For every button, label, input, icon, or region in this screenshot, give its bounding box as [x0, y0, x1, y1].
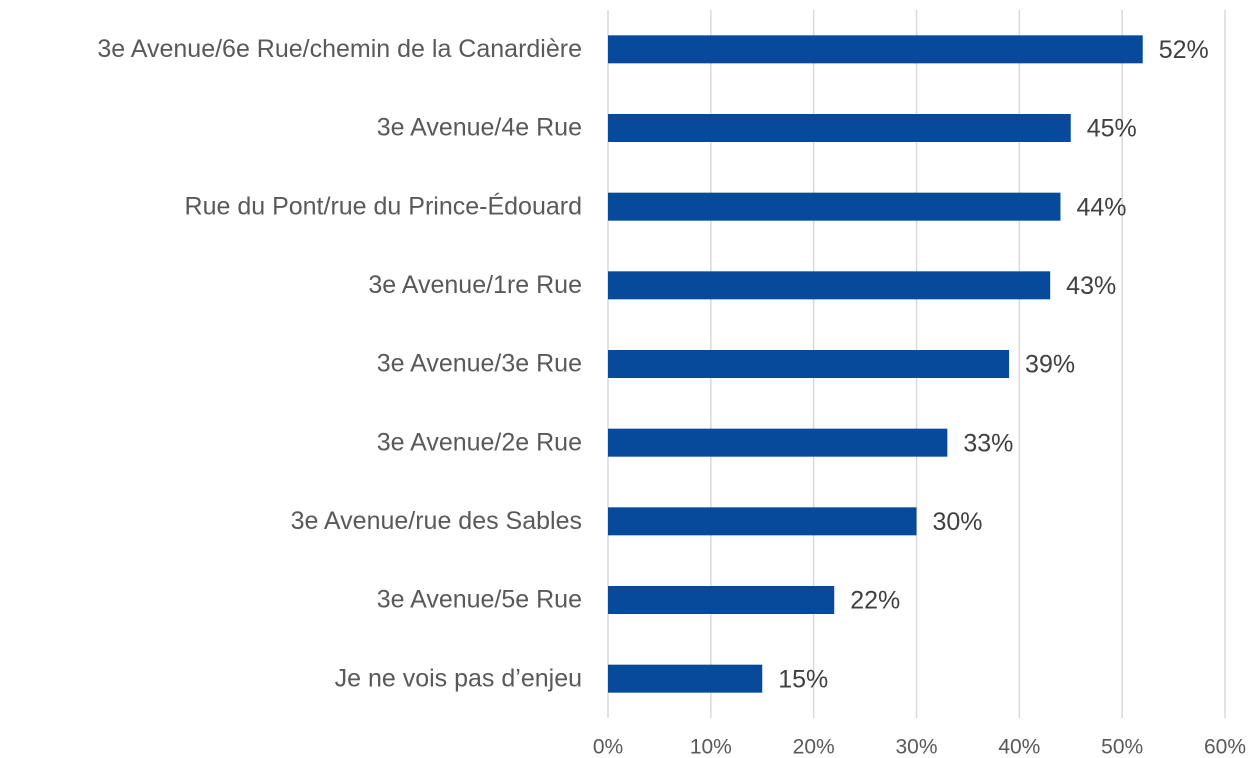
y-tick-label: 3e Avenue/rue des Sables: [291, 507, 582, 535]
bar: [608, 192, 1061, 221]
data-label: 22%: [850, 587, 900, 615]
x-tick-label: 20%: [793, 736, 835, 758]
data-label: 44%: [1076, 193, 1126, 221]
y-tick-label: 3e Avenue/4e Rue: [377, 114, 582, 142]
bar: [608, 350, 1010, 378]
data-label: 52%: [1159, 36, 1209, 64]
data-label: 15%: [778, 665, 828, 693]
bar: [608, 586, 835, 614]
data-label: 33%: [963, 429, 1013, 457]
data-label: 30%: [933, 508, 983, 536]
x-tick-label: 30%: [895, 736, 937, 758]
bar: [608, 507, 917, 536]
y-tick-label: 3e Avenue/1re Rue: [368, 271, 582, 299]
data-label: 45%: [1087, 115, 1137, 143]
x-tick-label: 10%: [690, 736, 732, 758]
bar: [608, 664, 763, 693]
data-label: 43%: [1066, 272, 1116, 300]
y-tick-label: Rue du Pont/rue du Prince-Édouard: [185, 191, 582, 220]
x-tick-label: 50%: [1101, 736, 1143, 758]
bar: [608, 35, 1143, 64]
y-tick-label: 3e Avenue/6e Rue/chemin de la Canardière: [97, 35, 582, 63]
bar: [608, 114, 1071, 142]
bar: [608, 428, 948, 457]
y-tick-label: 3e Avenue/5e Rue: [377, 586, 582, 614]
bar: [608, 271, 1051, 300]
y-tick-label: Je ne vois pas d’enjeu: [335, 664, 582, 692]
y-tick-label: 3e Avenue/3e Rue: [377, 350, 582, 378]
x-tick-label: 0%: [593, 736, 623, 758]
data-label: 39%: [1025, 351, 1075, 379]
y-tick-label: 3e Avenue/2e Rue: [377, 428, 582, 456]
x-tick-label: 40%: [998, 736, 1040, 758]
x-tick-label: 60%: [1204, 736, 1246, 758]
